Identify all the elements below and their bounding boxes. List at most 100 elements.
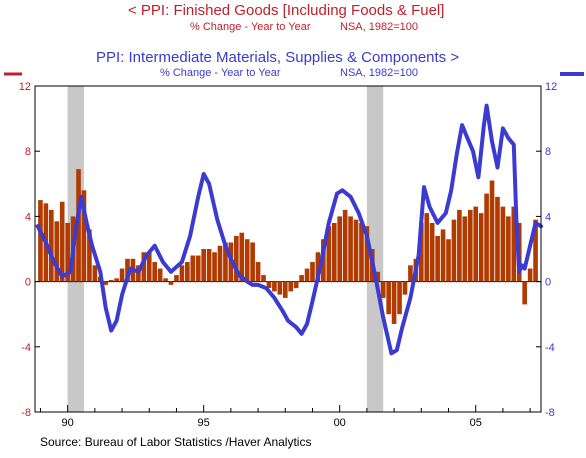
finished-goods-bar (179, 265, 185, 282)
finished-goods-bar (359, 222, 364, 282)
finished-goods-bar (337, 216, 343, 282)
finished-goods-bar (500, 206, 506, 282)
finished-goods-bar (250, 242, 255, 282)
finished-goods-bar (54, 221, 60, 282)
finished-goods-bar (195, 255, 201, 282)
finished-goods-bar (408, 265, 413, 282)
y-tick-label-right: -4 (545, 342, 555, 354)
subtitle-intermediate-right: NSA, 1982=100 (340, 67, 418, 79)
finished-goods-bar (467, 209, 473, 282)
finished-goods-bar (49, 209, 54, 282)
finished-goods-bar (522, 281, 527, 305)
x-tick-label: 05 (470, 417, 482, 429)
y-tick-label-right: 4 (545, 211, 551, 223)
finished-goods-bar (511, 206, 517, 282)
x-tick-label: 90 (62, 417, 74, 429)
y-tick-label-left: 4 (25, 211, 31, 223)
title-finished-goods: < PPI: Finished Goods [Including Foods &… (128, 2, 444, 19)
finished-goods-bar (157, 268, 163, 282)
finished-goods-bar (506, 216, 511, 282)
finished-goods-bar (174, 275, 179, 282)
finished-goods-bar (484, 193, 489, 282)
finished-goods-bar (440, 229, 446, 282)
finished-goods-bar (527, 268, 533, 282)
finished-goods-bar (146, 252, 152, 282)
finished-goods-bar (424, 213, 430, 282)
finished-goods-bar (435, 235, 440, 282)
finished-goods-bar (92, 265, 98, 282)
finished-goods-bar (457, 209, 462, 282)
finished-goods-bar (375, 271, 381, 282)
finished-goods-bar (391, 281, 397, 324)
finished-goods-bar (326, 226, 332, 282)
finished-goods-bar (272, 281, 277, 292)
finished-goods-bars (38, 169, 538, 324)
finished-goods-bar (429, 222, 435, 282)
finished-goods-bar (103, 281, 109, 285)
finished-goods-bar (152, 262, 158, 282)
y-tick-label-left: 0 (25, 277, 31, 289)
finished-goods-bar (223, 242, 228, 282)
finished-goods-bar (533, 219, 538, 282)
y-tick-label-right: -8 (545, 407, 555, 419)
finished-goods-bar (293, 281, 299, 289)
finished-goods-bar (495, 196, 500, 282)
finished-goods-bar (206, 249, 212, 282)
finished-goods-bar (478, 213, 484, 282)
finished-goods-bar (212, 252, 217, 282)
x-tick-label: 00 (334, 417, 346, 429)
y-tick-label-left: -4 (21, 342, 31, 354)
finished-goods-bar (299, 275, 304, 282)
axes: 12 8 4 0 -4 -8 12 8 4 0 -4 -8 90 95 00 05 (19, 81, 558, 429)
finished-goods-bar (386, 281, 391, 315)
finished-goods-bar (451, 219, 457, 282)
y-tick-label-left: -8 (21, 407, 31, 419)
finished-goods-bar (380, 281, 386, 298)
finished-goods-bar (310, 262, 315, 282)
finished-goods-bar (397, 281, 402, 315)
finished-goods-bar (288, 281, 294, 292)
finished-goods-bar (76, 169, 81, 282)
finished-goods-bar (81, 190, 87, 282)
finished-goods-bar (331, 222, 337, 282)
y-tick-label-right: 8 (545, 146, 551, 158)
finished-goods-bar (190, 255, 196, 282)
finished-goods-bar (141, 252, 147, 282)
x-tick-label: 95 (198, 417, 210, 429)
subtitle-finished-goods-right: NSA, 1982=100 (340, 21, 418, 33)
finished-goods-bar (185, 262, 190, 282)
finished-goods-bar (108, 279, 114, 282)
title-intermediate: PPI: Intermediate Materials, Supplies & … (96, 49, 459, 66)
finished-goods-bar (244, 239, 250, 282)
y-tick-label-left: 8 (25, 146, 31, 158)
finished-goods-bar (266, 281, 272, 289)
intermediate-line (35, 103, 543, 356)
finished-goods-bar (239, 232, 245, 282)
finished-goods-bar (233, 235, 239, 282)
subtitle-intermediate-left: % Change - Year to Year (160, 67, 281, 79)
finished-goods-bar (364, 226, 370, 282)
finished-goods-bar (418, 222, 424, 282)
finished-goods-bar (462, 216, 468, 282)
y-tick-label-right: 0 (545, 277, 551, 289)
finished-goods-bar (168, 281, 174, 285)
y-tick-label-right: 12 (545, 81, 557, 93)
finished-goods-bar (261, 275, 266, 282)
y-tick-label-left: 12 (19, 81, 31, 93)
finished-goods-bar (59, 201, 65, 282)
finished-goods-bar (304, 268, 310, 282)
finished-goods-bar (125, 258, 130, 282)
finished-goods-bar (114, 278, 119, 282)
finished-goods-bar (119, 268, 125, 282)
plot-frame (34, 85, 542, 413)
finished-goods-bar (65, 222, 70, 282)
source-note: Source: Bureau of Labor Statistics /Have… (40, 435, 311, 449)
finished-goods-bar (489, 180, 495, 282)
finished-goods-bar (217, 245, 223, 282)
finished-goods-bar (342, 209, 348, 282)
subtitle-finished-goods-left: % Change - Year to Year (190, 21, 311, 33)
finished-goods-bar (282, 281, 288, 298)
finished-goods-bar (87, 229, 92, 282)
finished-goods-bar (348, 216, 353, 282)
finished-goods-bar (38, 200, 43, 282)
